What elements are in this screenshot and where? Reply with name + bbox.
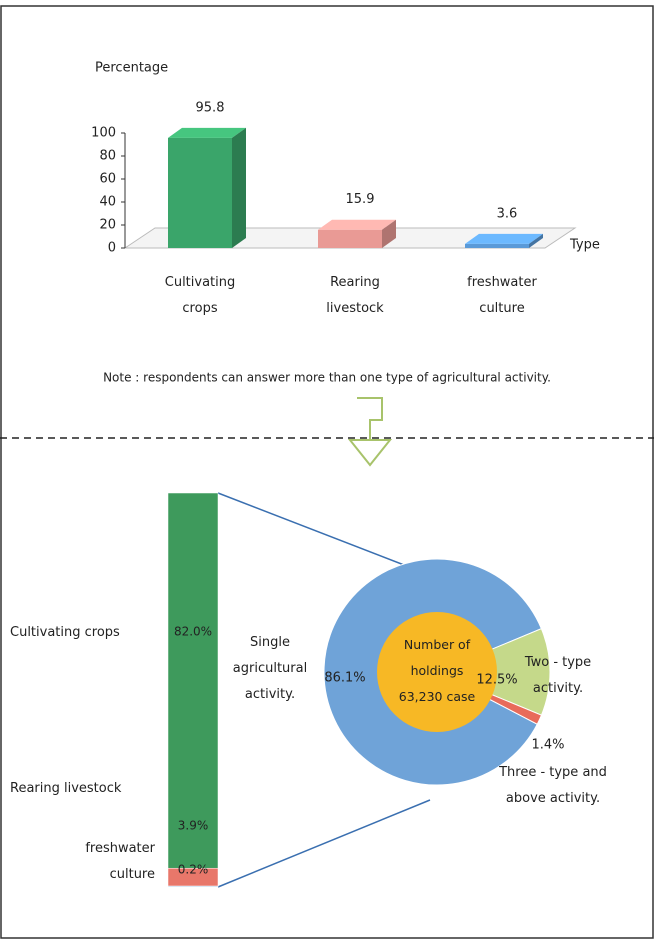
stack-segment (167, 885, 219, 888)
bar-top (465, 233, 543, 244)
slice-label: Single agricultural activity. (232, 635, 308, 702)
bar-side (232, 127, 246, 248)
slice-label: Two - type activity. (524, 655, 592, 696)
x-axis-label: Type (569, 238, 600, 253)
legend-label: Cultivating crops (10, 625, 120, 640)
y-axis-label: Percentage (95, 61, 168, 76)
value-label: 95.8 (196, 100, 225, 115)
value-label: 0.2% (178, 863, 209, 877)
bar-side (382, 219, 396, 248)
value-label: 1.4% (531, 738, 564, 753)
y-tick-label: 60 (99, 172, 116, 187)
x-tick-label: Cultivating crops (164, 275, 236, 316)
connector (217, 799, 431, 888)
value-label: 82.0% (174, 625, 212, 639)
legend-label: freshwater culture (85, 841, 155, 882)
stack-segment (167, 492, 219, 869)
slice-label: Three - type and above activity. (499, 765, 607, 806)
bar (168, 137, 232, 248)
value-label: 15.9 (346, 192, 375, 207)
donut-hole (377, 612, 497, 732)
value-label: 3.6 (497, 206, 518, 221)
value-label: 86.1% (324, 671, 365, 686)
value-label: 3.9% (178, 819, 209, 833)
y-tick-label: 0 (108, 241, 116, 256)
legend-label: Rearing livestock (10, 781, 122, 796)
center-label: Number of holdings 63,230 case (398, 637, 476, 704)
connector (217, 492, 431, 576)
bar-top (318, 219, 396, 230)
note: Note : respondents can answer more than … (103, 371, 551, 385)
y-tick-label: 20 (99, 218, 116, 233)
y-tick-label: 40 (99, 195, 116, 210)
x-tick-label: freshwater culture (467, 275, 537, 316)
bar (318, 229, 382, 248)
value-label: 12.5% (476, 673, 517, 688)
arrow (347, 397, 393, 467)
x-tick-label: Rearing livestock (326, 275, 384, 316)
y-tick-label: 100 (91, 126, 116, 141)
frame (0, 5, 654, 939)
bar-top (168, 127, 246, 138)
y-tick-label: 80 (99, 149, 116, 164)
bar-side (529, 233, 543, 248)
bar (465, 243, 529, 248)
